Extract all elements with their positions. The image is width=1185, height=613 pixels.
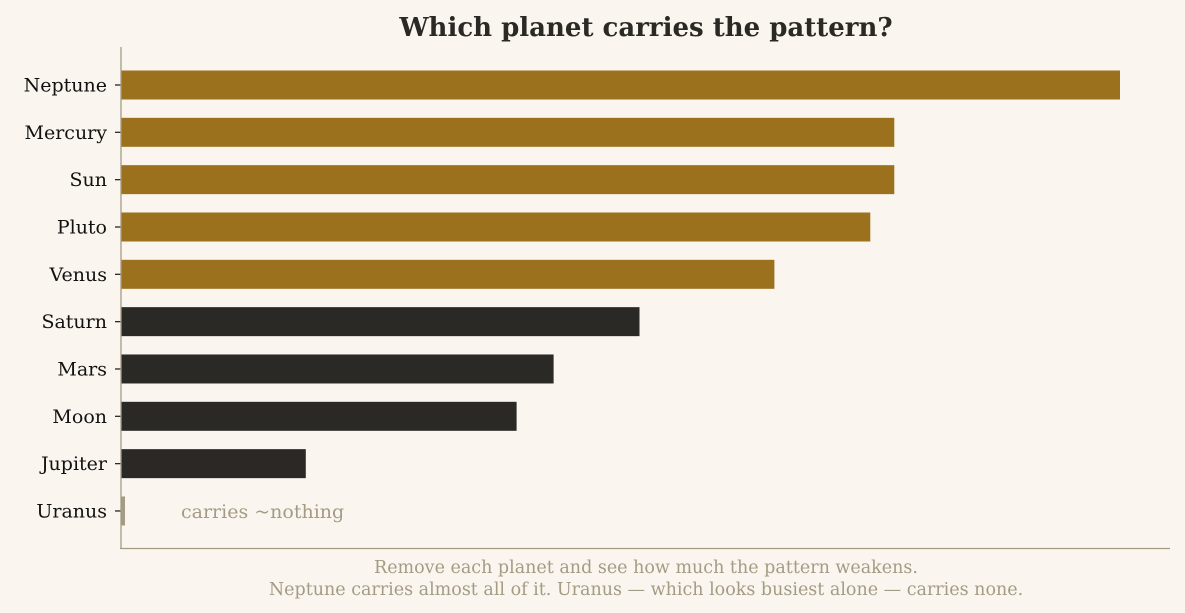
bar-mercury [121,117,895,147]
y-tick-label-pluto: Pluto [57,216,107,238]
y-tick-label-venus: Venus [49,264,107,286]
bar-neptune [121,70,1120,100]
y-tick-label-uranus: Uranus [36,500,107,522]
bar-venus [121,259,775,289]
y-ticks-group: Neptune Mercury Sun Pluto Venus Saturn Mars Moo… [24,75,121,522]
chart-title: Which planet carries the pattern? [398,13,892,43]
bar-sun [121,165,895,195]
caption-line-2: Neptune carries almost all of it. Uranus… [269,580,1023,600]
y-tick-label-jupiter: Jupiter [39,453,108,475]
y-tick-label-mercury: Mercury [25,122,108,144]
y-tick-label-mars: Mars [57,358,107,380]
bar-uranus [121,496,125,526]
bar-saturn [121,307,640,337]
bar-pluto [121,212,871,242]
y-tick-label-saturn: Saturn [41,311,107,333]
bars-group [121,70,1120,526]
bar-mars [121,354,554,384]
y-tick-label-neptune: Neptune [24,75,107,97]
caption-line-1: Remove each planet and see how much the … [374,558,918,578]
bar-moon [121,401,517,431]
y-tick-label-moon: Moon [52,406,107,428]
uranus-annotation: carries ~nothing [181,501,344,523]
bar-jupiter [121,449,306,479]
y-tick-label-sun: Sun [70,169,108,191]
